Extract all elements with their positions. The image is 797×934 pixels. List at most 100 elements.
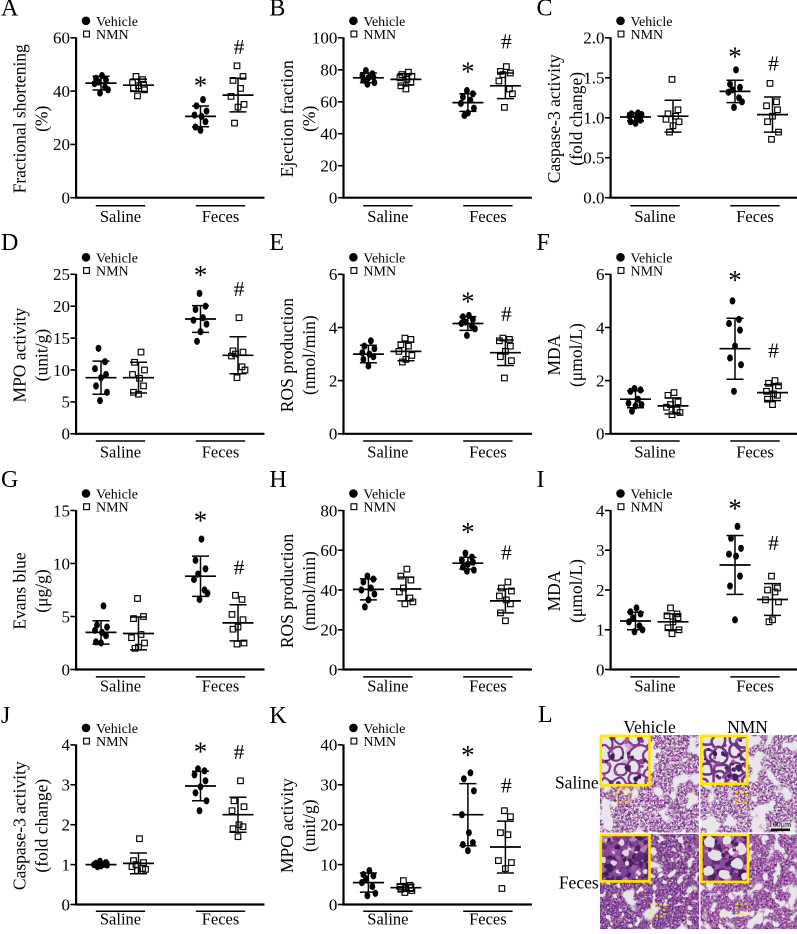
- svg-text:30: 30: [320, 776, 337, 795]
- svg-text:3: 3: [62, 776, 71, 795]
- svg-text:(nmol/min): (nmol/min): [299, 551, 319, 631]
- svg-text:0: 0: [596, 425, 605, 444]
- svg-text:E: E: [269, 230, 284, 256]
- svg-text:(unit/g): (unit/g): [32, 329, 52, 382]
- svg-text:0.0: 0.0: [583, 189, 604, 208]
- svg-text:H: H: [269, 467, 286, 493]
- svg-text:NMN: NMN: [96, 735, 129, 750]
- svg-text:Vehicle: Vehicle: [623, 717, 676, 737]
- svg-text:2.0: 2.0: [583, 29, 604, 48]
- svg-text:Fractional shortening: Fractional shortening: [10, 44, 30, 193]
- svg-text:*: *: [194, 260, 208, 290]
- svg-text:NMN: NMN: [727, 717, 768, 737]
- svg-text:2: 2: [62, 816, 71, 835]
- svg-text:NMN: NMN: [363, 501, 396, 516]
- svg-text:K: K: [269, 703, 287, 729]
- svg-text:Saline: Saline: [367, 676, 408, 695]
- svg-text:NMN: NMN: [363, 735, 396, 750]
- svg-text:Saline: Saline: [634, 676, 675, 695]
- svg-text:1: 1: [62, 855, 71, 874]
- svg-text:20: 20: [320, 157, 337, 176]
- svg-text:Saline: Saline: [100, 910, 141, 929]
- svg-text:#: #: [234, 556, 245, 580]
- svg-text:20: 20: [53, 297, 70, 316]
- svg-text:0: 0: [596, 660, 605, 679]
- svg-text:5: 5: [62, 393, 71, 412]
- svg-text:*: *: [194, 505, 208, 535]
- svg-text:40: 40: [320, 125, 337, 144]
- svg-text:#: #: [234, 277, 245, 301]
- svg-text:(μg/g): (μg/g): [32, 569, 52, 613]
- svg-text:(nmol/min): (nmol/min): [299, 315, 319, 395]
- svg-text:Ejection fraction: Ejection fraction: [277, 60, 297, 177]
- svg-text:MPO activity: MPO activity: [10, 307, 30, 402]
- svg-text:0: 0: [329, 660, 338, 679]
- svg-text:*: *: [194, 70, 208, 100]
- svg-text:Feces: Feces: [202, 910, 240, 929]
- svg-text:15: 15: [53, 501, 70, 520]
- svg-text:80: 80: [320, 61, 337, 80]
- svg-text:*: *: [461, 287, 475, 317]
- svg-text:Saline: Saline: [100, 207, 141, 226]
- svg-text:*: *: [728, 265, 742, 295]
- svg-text:Caspase-3 activity: Caspase-3 activity: [544, 54, 564, 183]
- svg-text:Feces: Feces: [469, 207, 507, 226]
- svg-text:Saline: Saline: [367, 207, 408, 226]
- svg-text:Saline: Saline: [634, 207, 675, 226]
- svg-text:Feces: Feces: [559, 873, 599, 893]
- svg-text:(fold change): (fold change): [566, 72, 586, 166]
- svg-text:*: *: [461, 56, 475, 86]
- svg-text:MDA: MDA: [544, 570, 564, 611]
- svg-text:J: J: [1, 703, 10, 729]
- svg-text:#: #: [501, 774, 512, 798]
- svg-text:20: 20: [320, 816, 337, 835]
- svg-text:20: 20: [320, 621, 337, 640]
- svg-text:#: #: [768, 52, 779, 76]
- svg-text:Feces: Feces: [469, 676, 507, 695]
- svg-text:Feces: Feces: [202, 207, 240, 226]
- svg-text:F: F: [537, 230, 550, 256]
- svg-text:60: 60: [53, 29, 70, 48]
- svg-text:ROS production: ROS production: [277, 298, 297, 412]
- svg-text:100: 100: [312, 29, 338, 48]
- svg-text:NMN: NMN: [631, 265, 664, 280]
- svg-text:1: 1: [596, 621, 605, 640]
- svg-text:Feces: Feces: [736, 676, 774, 695]
- svg-text:0: 0: [62, 425, 71, 444]
- svg-text:(fold change): (fold change): [32, 779, 52, 873]
- svg-text:Evans blue: Evans blue: [10, 552, 30, 630]
- svg-text:0: 0: [329, 425, 338, 444]
- svg-text:2: 2: [596, 371, 605, 390]
- svg-text:Feces: Feces: [736, 443, 774, 462]
- svg-text:40: 40: [320, 736, 337, 755]
- svg-text:25: 25: [53, 265, 70, 284]
- svg-text:Saline: Saline: [367, 443, 408, 462]
- svg-text:60: 60: [320, 93, 337, 112]
- svg-text:6: 6: [329, 265, 338, 284]
- svg-text:0: 0: [329, 189, 338, 208]
- svg-text:0.5: 0.5: [583, 149, 604, 168]
- svg-text:A: A: [1, 0, 19, 22]
- svg-text:D: D: [1, 230, 18, 256]
- svg-text:2: 2: [329, 371, 338, 390]
- svg-text:C: C: [537, 0, 553, 22]
- svg-text:Feces: Feces: [469, 443, 507, 462]
- svg-text:15: 15: [53, 329, 70, 348]
- svg-text:6: 6: [596, 265, 605, 284]
- svg-text:ROS production: ROS production: [277, 534, 297, 648]
- svg-text:NMN: NMN: [96, 28, 129, 43]
- svg-text:#: #: [234, 740, 245, 764]
- svg-text:*: *: [728, 41, 742, 71]
- svg-text:B: B: [269, 0, 285, 22]
- svg-text:#: #: [234, 35, 245, 59]
- svg-text:Feces: Feces: [469, 910, 507, 929]
- svg-text:0: 0: [62, 895, 71, 914]
- svg-text:(%): (%): [299, 106, 319, 132]
- svg-text:L: L: [538, 702, 553, 728]
- svg-text:4: 4: [596, 501, 605, 520]
- svg-text:Feces: Feces: [736, 207, 774, 226]
- svg-text:0: 0: [62, 660, 71, 679]
- svg-text:40: 40: [53, 82, 70, 101]
- svg-text:10: 10: [320, 855, 337, 874]
- svg-text:#: #: [501, 30, 512, 54]
